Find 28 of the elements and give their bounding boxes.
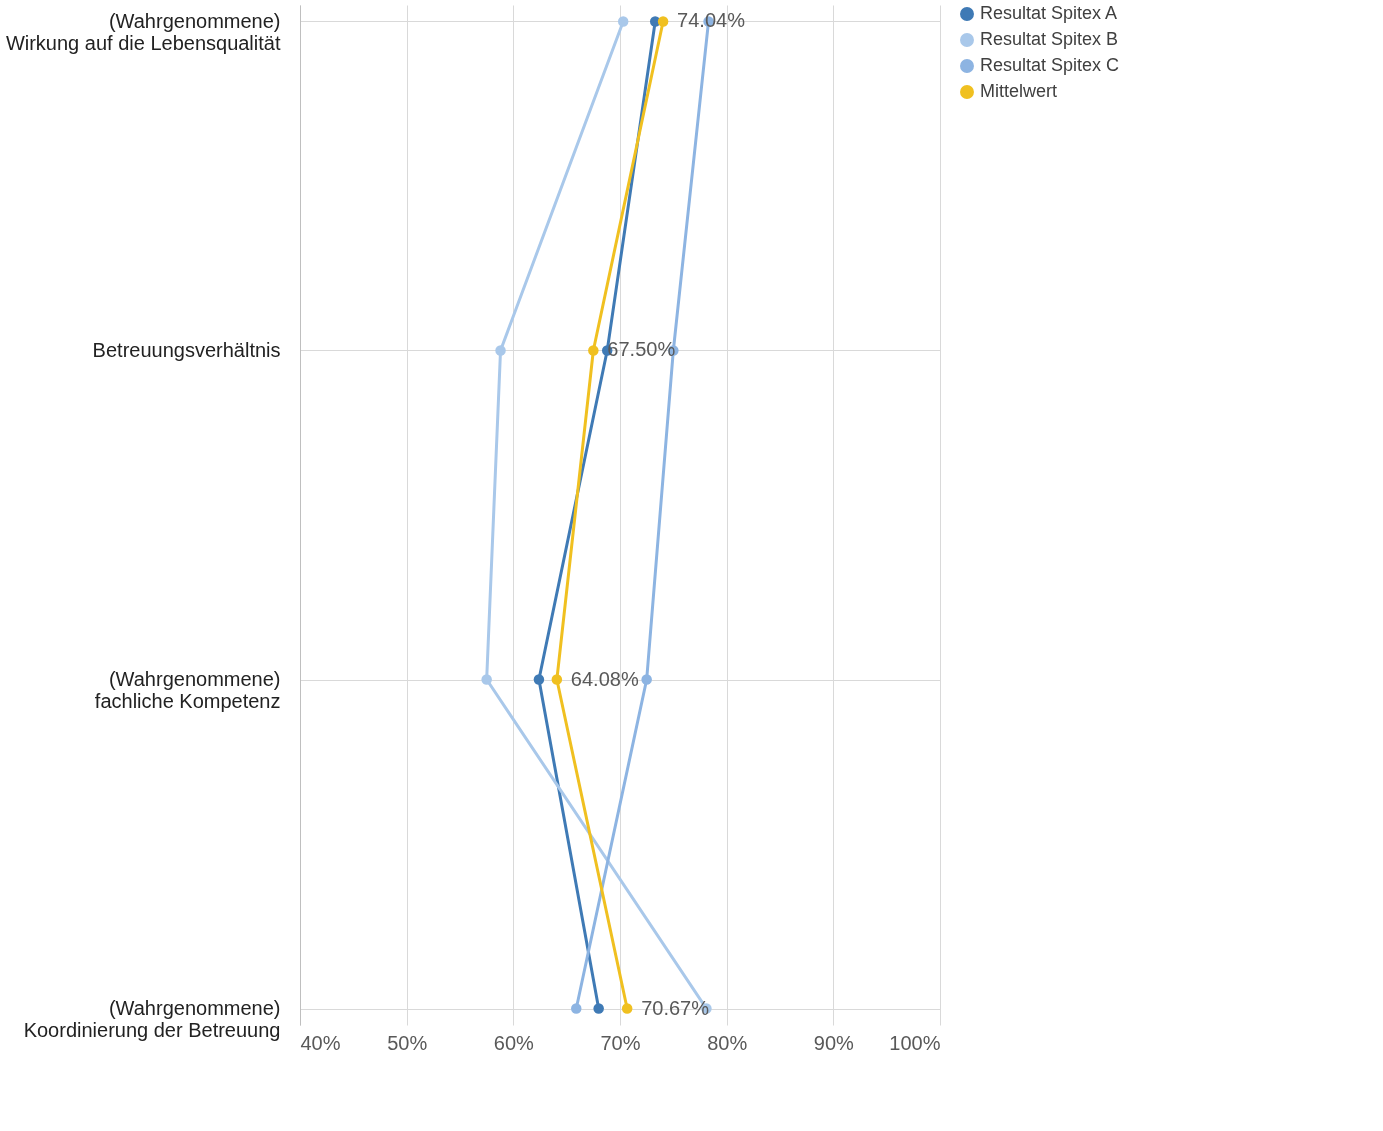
y-tick-label: (Wahrgenommene) Wirkung auf die Lebensqualität (5, 9, 281, 54)
legend-label: Resultat Spitex B (980, 29, 1119, 49)
point (495, 345, 506, 356)
x-tick-label: 50% (387, 1031, 428, 1054)
data-label: 64.08% (570, 667, 639, 690)
point (551, 674, 563, 685)
y-tick-label: (Wahrgenommene) fachliche Kompetenz (94, 668, 281, 713)
data-label: 70.67% (641, 996, 710, 1019)
point (533, 674, 545, 685)
point (571, 1003, 582, 1014)
point (588, 345, 599, 356)
legend-label: Mittelwert (980, 81, 1058, 101)
point (593, 1003, 604, 1014)
point (657, 16, 669, 27)
x-tick-label: 100% (889, 1031, 941, 1054)
legend-label: Resultat Spitex A (980, 3, 1118, 23)
point (621, 1003, 633, 1014)
point (481, 674, 492, 685)
x-tick-label: 60% (493, 1031, 535, 1054)
x-tick-label: 90% (813, 1031, 855, 1054)
x-tick-label: 80% (707, 1031, 748, 1054)
x-tick-label: 70% (600, 1031, 641, 1054)
x-tick-label: 40% (300, 1031, 341, 1054)
point (641, 674, 652, 685)
y-tick-label: Betreuungsverhältnis (92, 338, 281, 361)
legend-label: Resultat Spitex C (980, 55, 1120, 75)
point (617, 16, 629, 27)
y-tick-label: (Wahrgenommene) Koordinierung der Betreuung (23, 997, 281, 1042)
